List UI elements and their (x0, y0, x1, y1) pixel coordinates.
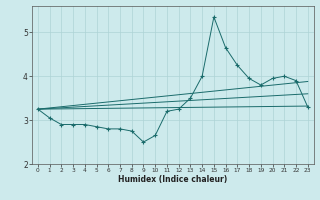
X-axis label: Humidex (Indice chaleur): Humidex (Indice chaleur) (118, 175, 228, 184)
